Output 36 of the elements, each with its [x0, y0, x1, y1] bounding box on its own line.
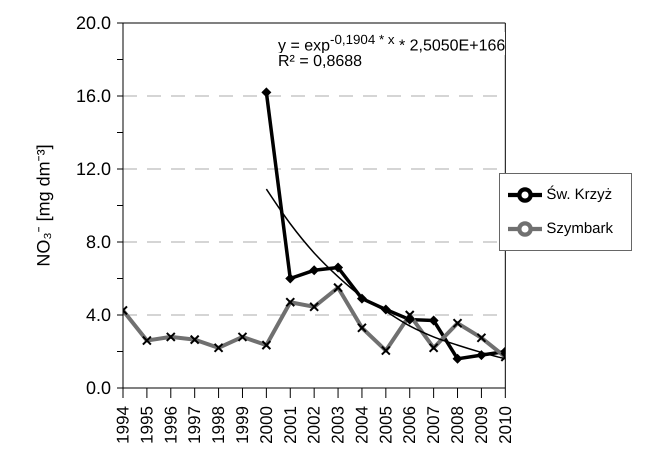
- x-tick-label: 1999: [232, 406, 252, 444]
- x-tick-label: 2003: [328, 406, 348, 444]
- point: [333, 262, 344, 273]
- y-tick-label: 12.0: [76, 159, 111, 179]
- y-tick-label: 4.0: [86, 305, 111, 325]
- y-tick-label: 0.0: [86, 378, 111, 398]
- y-tick-label: 16.0: [76, 86, 111, 106]
- point: [452, 354, 463, 364]
- x-tick-label: 2010: [496, 406, 515, 444]
- x-tick-label: 2006: [400, 406, 420, 444]
- point: [428, 315, 439, 326]
- x-tick-label: 2005: [376, 406, 396, 444]
- point: [356, 294, 367, 304]
- y-tick-label: 20.0: [76, 13, 111, 33]
- x-tick-label: 2007: [424, 406, 444, 444]
- point: [261, 87, 272, 98]
- point: [309, 265, 320, 276]
- point: [285, 274, 296, 284]
- x-tick-label: 2001: [280, 406, 300, 444]
- x-tick-label: 1994: [114, 406, 132, 444]
- x-tick-label: 1996: [161, 406, 180, 444]
- y-axis-title: NO₃⁻ [mg dm⁻³]: [33, 144, 54, 267]
- point: [380, 304, 391, 315]
- point: [476, 350, 486, 360]
- x-tick-label: 1998: [209, 406, 228, 444]
- y-tick-label: 8.0: [86, 232, 111, 252]
- legend-label: Szymbark: [546, 220, 613, 237]
- x-tick-label: 2000: [256, 406, 276, 444]
- x-tick-label: 1995: [137, 406, 156, 444]
- x-tick-label: 1997: [185, 406, 204, 444]
- x-tick-label: 2002: [304, 406, 324, 444]
- x-tick-label: 2009: [472, 406, 491, 444]
- annotation: R² = 0,8688: [278, 53, 362, 71]
- x-tick-label: 2004: [352, 406, 372, 444]
- legend-label: Św. Krzyż: [546, 186, 612, 203]
- x-tick-label: 2008: [448, 406, 468, 444]
